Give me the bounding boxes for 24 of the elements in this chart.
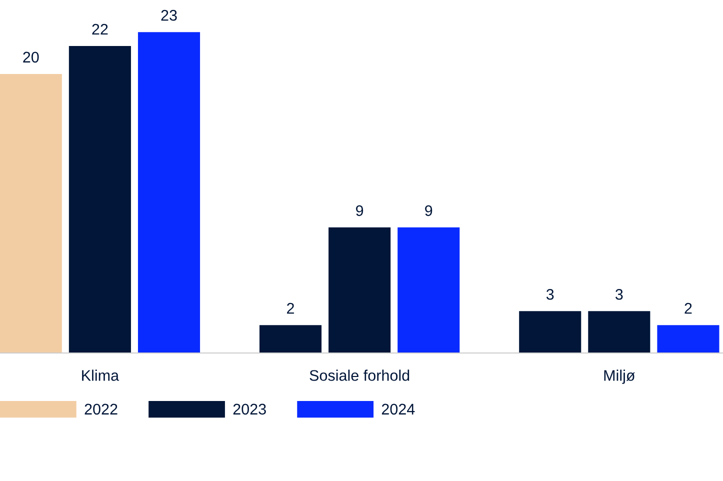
- data-label: 3: [546, 288, 554, 300]
- data-label: 20: [23, 52, 39, 63]
- data-label: 22: [92, 24, 108, 35]
- data-label: 9: [425, 205, 432, 216]
- data-label: 9: [356, 205, 364, 216]
- data-label: 2: [287, 302, 294, 314]
- bar: [259, 325, 322, 353]
- x-tick-label: Miljø: [604, 370, 635, 384]
- legend-label: 2024: [382, 404, 415, 415]
- data-label: 2: [684, 302, 692, 314]
- data-label: 3: [615, 288, 623, 300]
- x-tick-label: Sosiale forhold: [310, 370, 410, 381]
- legend-label: 2022: [84, 404, 118, 415]
- bar: [138, 32, 200, 353]
- bar: [519, 311, 582, 353]
- data-label: 23: [161, 10, 177, 21]
- legend-label: 2023: [233, 404, 266, 415]
- bar: [398, 227, 460, 353]
- x-tick-label: Klima: [82, 370, 120, 381]
- bar: [68, 46, 131, 353]
- bar: [0, 74, 62, 353]
- bar: [328, 227, 391, 353]
- bar: [588, 311, 650, 353]
- bar: [657, 325, 720, 353]
